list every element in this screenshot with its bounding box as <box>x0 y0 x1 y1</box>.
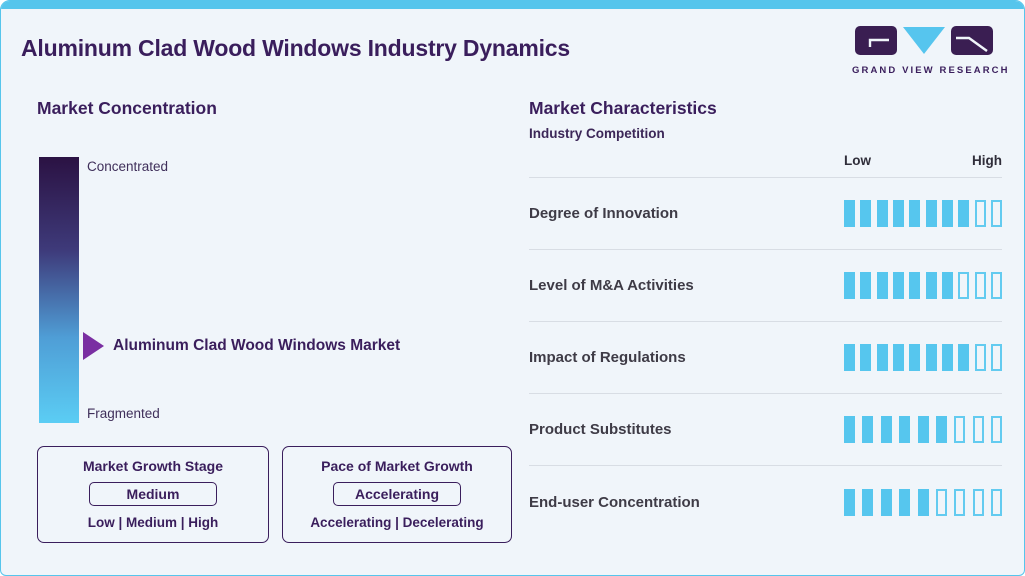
growth-stage-title: Market Growth Stage <box>82 458 224 474</box>
industry-competition-subheading: Industry Competition <box>529 126 665 141</box>
characteristic-row: Impact of Regulations <box>529 322 1002 394</box>
marker-arrow-icon <box>83 332 104 361</box>
brand-name: GRAND VIEW RESEARCH <box>852 65 1010 76</box>
main-content: Market Concentration Concentrated Fragme… <box>1 76 1024 543</box>
scale-label-fragmented: Fragmented <box>87 406 160 421</box>
rating-segment-filled <box>876 272 888 299</box>
rating-segment-filled <box>844 488 855 516</box>
characteristic-row: Degree of Innovation <box>529 178 1002 250</box>
rating-segment-filled <box>876 200 888 227</box>
rating-segment-filled <box>958 200 970 227</box>
rating-segment-filled <box>860 272 872 299</box>
scale-low-label: Low <box>844 153 871 168</box>
market-concentration-section: Market Concentration Concentrated Fragme… <box>37 76 512 543</box>
marker-label: Aluminum Clad Wood Windows Market <box>113 337 401 355</box>
market-characteristics-heading: Market Characteristics <box>529 98 717 118</box>
rating-segment-filled <box>917 488 929 516</box>
rating-segment-filled <box>925 344 937 371</box>
page-title: Aluminum Clad Wood Windows Industry Dyna… <box>21 35 570 61</box>
rating-segment-filled <box>844 272 855 299</box>
rating-segment-empty <box>958 272 970 299</box>
rating-segment-filled <box>892 272 904 299</box>
rating-segment-filled <box>876 344 888 371</box>
rating-segment-filled <box>909 272 921 299</box>
rating-segment-empty <box>974 344 986 371</box>
characteristic-label: Level of M&A Activities <box>529 277 694 294</box>
growth-stage-value: Medium <box>89 482 217 506</box>
market-position-marker: Aluminum Clad Wood Windows Market <box>83 332 401 361</box>
characteristic-row: Product Substitutes <box>529 394 1002 466</box>
pace-title: Pace of Market Growth <box>321 458 473 474</box>
header: Aluminum Clad Wood Windows Industry Dyna… <box>1 9 1024 76</box>
rating-segment-empty <box>974 272 986 299</box>
qualitative-boxes: Market Growth Stage Medium Low | Medium … <box>37 446 512 543</box>
rating-segment-filled <box>862 488 874 516</box>
rating-segment-filled <box>909 200 921 227</box>
rating-segment-filled <box>844 344 855 371</box>
rating-segment-empty <box>991 416 1002 443</box>
rating-segment-filled <box>892 344 904 371</box>
rating-segment-empty <box>990 272 1002 299</box>
rating-segment-filled <box>860 200 872 227</box>
rating-segment-empty <box>972 488 984 516</box>
rating-segment-empty <box>954 416 966 443</box>
characteristic-label: Product Substitutes <box>529 421 672 438</box>
rating-segment-empty <box>974 200 986 227</box>
rating-segment-filled <box>844 416 855 443</box>
rating-scale-header: Low High <box>529 153 1002 178</box>
rating-segment-empty <box>990 200 1002 227</box>
rating-segment-filled <box>941 344 953 371</box>
pace-value: Accelerating <box>333 482 461 506</box>
rating-segment-filled <box>958 344 970 371</box>
rating-segment-filled <box>941 272 953 299</box>
rating-segment-filled <box>925 200 937 227</box>
rating-segment-filled <box>909 344 921 371</box>
rating-segments <box>844 416 1002 443</box>
rating-segment-filled <box>899 488 911 516</box>
rating-segment-filled <box>917 416 929 443</box>
characteristic-label: End-user Concentration <box>529 493 700 511</box>
characteristics-rows: Degree of Innovation Level of M&A Activit… <box>529 178 1002 538</box>
gvr-logo-icon <box>855 26 993 55</box>
rating-segment-filled <box>899 416 911 443</box>
rating-segments <box>844 488 1002 516</box>
rating-segment-filled <box>892 200 904 227</box>
top-accent-bar <box>1 1 1024 9</box>
rating-segment-filled <box>862 416 874 443</box>
rating-segment-filled <box>880 416 892 443</box>
pace-of-growth-box: Pace of Market Growth Accelerating Accel… <box>282 446 512 543</box>
characteristic-label: Impact of Regulations <box>529 349 686 366</box>
pace-options: Accelerating | Decelerating <box>310 515 484 530</box>
characteristic-row: End-user Concentration <box>529 466 1002 538</box>
growth-stage-options: Low | Medium | High <box>87 515 219 530</box>
rating-segment-empty <box>991 488 1002 516</box>
brand-logo: GRAND VIEW RESEARCH <box>852 25 1010 76</box>
market-characteristics-section: Market Characteristics Industry Competit… <box>511 76 1002 543</box>
market-growth-stage-box: Market Growth Stage Medium Low | Medium … <box>37 446 269 543</box>
rating-segment-filled <box>935 416 947 443</box>
rating-segment-filled <box>880 488 892 516</box>
rating-segment-empty <box>972 416 984 443</box>
rating-segments <box>844 344 1002 371</box>
scale-high-label: High <box>972 153 1002 168</box>
rating-segment-empty <box>935 488 947 516</box>
market-concentration-heading: Market Concentration <box>37 98 217 118</box>
scale-label-concentrated: Concentrated <box>87 159 169 174</box>
rating-segment-filled <box>844 200 855 227</box>
rating-segments <box>844 272 1002 299</box>
rating-segment-filled <box>925 272 937 299</box>
characteristic-label: Degree of Innovation <box>529 205 679 222</box>
concentration-scale: Concentrated Fragmented Aluminum Clad Wo… <box>37 157 511 423</box>
rating-segment-empty <box>990 344 1002 371</box>
rating-segments <box>844 200 1002 227</box>
rating-segment-filled <box>860 344 872 371</box>
rating-segment-filled <box>941 200 953 227</box>
concentration-gradient-bar <box>39 157 79 423</box>
rating-segment-empty <box>954 488 966 516</box>
characteristic-row: Level of M&A Activities <box>529 250 1002 322</box>
